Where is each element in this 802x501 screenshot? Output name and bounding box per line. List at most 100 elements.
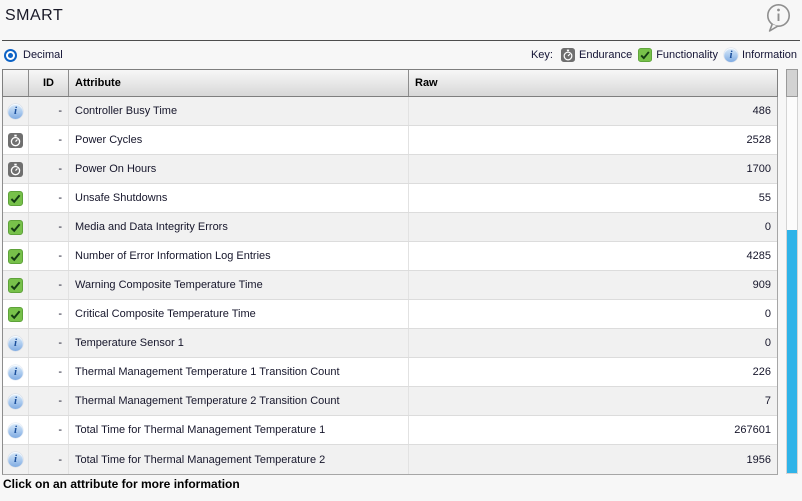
- radio-label: Decimal: [23, 49, 63, 61]
- row-raw-cell: 226: [752, 366, 771, 378]
- row-id-cell: -: [29, 184, 69, 212]
- row-attribute-cell: Total Time for Thermal Management Temper…: [69, 445, 409, 474]
- row-attribute-cell: Power On Hours: [69, 155, 409, 183]
- row-raw-cell: 0: [764, 221, 771, 233]
- legend: Key: Endurance: [531, 48, 797, 62]
- controls-bar: Decimal Key: Endurance: [4, 46, 797, 64]
- row-raw-cell: 909: [752, 279, 771, 291]
- smart-attributes-table: ID Attribute Raw i - Controller Busy Tim…: [2, 69, 778, 475]
- help-bubble-icon[interactable]: [762, 2, 794, 34]
- information-icon: i: [8, 452, 23, 467]
- row-attribute-cell: Number of Error Information Log Entries: [69, 242, 409, 270]
- endurance-icon: [8, 132, 23, 148]
- functionality-icon: [8, 248, 23, 264]
- row-raw-cell: 1700: [746, 163, 771, 175]
- information-icon: i: [8, 335, 23, 351]
- legend-information-label: Information: [741, 49, 797, 61]
- row-attribute-cell: Critical Composite Temperature Time: [69, 300, 409, 328]
- page-title: SMART: [5, 7, 64, 24]
- row-raw-cell: 1956: [746, 453, 771, 466]
- row-status-cell: [3, 126, 29, 154]
- row-raw-cell: 7: [764, 395, 771, 407]
- row-status-cell: i: [3, 445, 29, 474]
- scrollbar: [786, 69, 798, 474]
- table-row[interactable]: i - Thermal Management Temperature 2 Tra…: [3, 387, 777, 416]
- row-raw-cell: 55: [758, 192, 771, 204]
- row-status-cell: i: [3, 387, 29, 415]
- information-icon: i: [8, 103, 23, 119]
- row-id-cell: -: [29, 300, 69, 328]
- table-row[interactable]: - Warning Composite Temperature Time 909: [3, 271, 777, 300]
- row-attribute-cell: Unsafe Shutdowns: [69, 184, 409, 212]
- row-attribute-cell: Thermal Management Temperature 2 Transit…: [69, 387, 409, 415]
- legend-endurance-label: Endurance: [578, 49, 633, 61]
- row-id-cell: -: [29, 329, 69, 357]
- legend-item-information: i Information: [723, 48, 797, 62]
- table-row[interactable]: - Power Cycles 2528: [3, 126, 777, 155]
- table-row[interactable]: i - Controller Busy Time 486: [3, 97, 777, 126]
- row-attribute-cell: Media and Data Integrity Errors: [69, 213, 409, 241]
- row-raw-cell: 4285: [746, 250, 771, 262]
- row-attribute-cell: Warning Composite Temperature Time: [69, 271, 409, 299]
- row-status-cell: [3, 184, 29, 212]
- decimal-radio[interactable]: Decimal: [4, 48, 63, 62]
- divider: [2, 40, 800, 41]
- table-row[interactable]: - Number of Error Information Log Entrie…: [3, 242, 777, 271]
- column-header-raw[interactable]: Raw: [415, 77, 438, 89]
- information-icon: i: [8, 422, 23, 438]
- table-row[interactable]: - Media and Data Integrity Errors 0: [3, 213, 777, 242]
- row-id-cell: -: [29, 387, 69, 415]
- table-row[interactable]: - Critical Composite Temperature Time 0: [3, 300, 777, 329]
- row-status-cell: i: [3, 358, 29, 386]
- table-row[interactable]: i - Thermal Management Temperature 1 Tra…: [3, 358, 777, 387]
- row-status-cell: [3, 271, 29, 299]
- information-icon: i: [8, 393, 23, 409]
- table-row[interactable]: i - Total Time for Thermal Management Te…: [3, 445, 777, 474]
- legend-functionality-label: Functionality: [656, 49, 718, 61]
- table-row[interactable]: - Power On Hours 1700: [3, 155, 777, 184]
- column-header-id[interactable]: ID: [29, 70, 69, 96]
- functionality-icon: [8, 190, 23, 206]
- table-body: i - Controller Busy Time 486 - Power Cyc…: [2, 97, 778, 475]
- row-raw-cell: 267601: [734, 424, 771, 436]
- row-status-cell: [3, 300, 29, 328]
- row-id-cell: -: [29, 416, 69, 444]
- row-status-cell: i: [3, 97, 29, 125]
- radio-selected-icon[interactable]: [4, 48, 17, 62]
- legend-item-endurance: Endurance: [560, 48, 633, 62]
- row-status-cell: [3, 242, 29, 270]
- footer-hint: Click on an attribute for more informati…: [3, 477, 240, 491]
- row-status-cell: [3, 213, 29, 241]
- row-raw-cell: 2528: [746, 134, 771, 146]
- row-id-cell: -: [29, 358, 69, 386]
- scrollbar-thumb[interactable]: [787, 230, 797, 473]
- row-id-cell: -: [29, 213, 69, 241]
- row-id-cell: -: [29, 445, 69, 474]
- row-id-cell: -: [29, 126, 69, 154]
- row-id-cell: -: [29, 242, 69, 270]
- functionality-icon: [8, 306, 23, 322]
- endurance-icon: [8, 161, 23, 177]
- table-row[interactable]: - Unsafe Shutdowns 55: [3, 184, 777, 213]
- scrollbar-track[interactable]: [786, 97, 798, 474]
- row-attribute-cell: Controller Busy Time: [69, 97, 409, 125]
- row-raw-cell: 0: [764, 308, 771, 320]
- table-row[interactable]: i - Total Time for Thermal Management Te…: [3, 416, 777, 445]
- information-icon: i: [723, 48, 738, 62]
- table-header-row: ID Attribute Raw: [2, 69, 778, 97]
- functionality-icon: [638, 48, 653, 62]
- functionality-icon: [8, 219, 23, 235]
- row-raw-cell: 486: [752, 105, 771, 117]
- row-attribute-cell: Temperature Sensor 1: [69, 329, 409, 357]
- column-header-attribute[interactable]: Attribute: [69, 70, 409, 96]
- row-id-cell: -: [29, 155, 69, 183]
- row-raw-cell: 0: [764, 337, 771, 349]
- row-attribute-cell: Total Time for Thermal Management Temper…: [69, 416, 409, 444]
- information-icon: i: [8, 364, 23, 380]
- table-row[interactable]: i - Temperature Sensor 1 0: [3, 329, 777, 358]
- scrollbar-header-filler: [786, 69, 798, 97]
- column-header-status[interactable]: [3, 70, 29, 96]
- endurance-icon: [560, 48, 575, 62]
- row-attribute-cell: Thermal Management Temperature 1 Transit…: [69, 358, 409, 386]
- row-status-cell: i: [3, 416, 29, 444]
